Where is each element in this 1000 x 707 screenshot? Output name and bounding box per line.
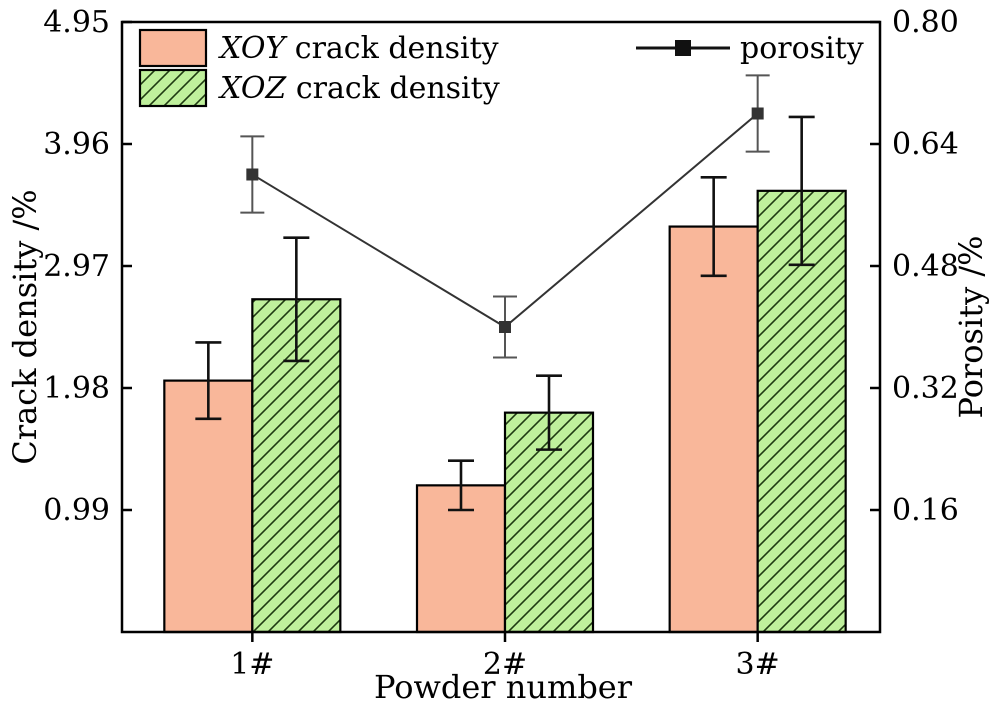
error-bar-xoy-2 <box>448 459 474 512</box>
legend-line-marker <box>675 40 691 56</box>
legend-label-2: XOZ crack density <box>218 71 500 106</box>
right-tick-label-1: 0.16 <box>892 493 959 528</box>
bars-layer <box>163 115 847 634</box>
error-bar-xoz-2 <box>536 374 562 451</box>
legend-item-2: XOZ crack density <box>138 68 500 108</box>
x-tick-label-2: 2# <box>483 647 527 682</box>
legend-label-italic: XOZ <box>218 71 287 106</box>
x-tick-label-1: 1# <box>230 647 274 682</box>
porosity-point-2 <box>499 321 511 333</box>
y-axis-right-title: Porosity /% <box>952 235 990 418</box>
bar-xoy-1 <box>163 379 254 634</box>
right-tick-label-3: 0.48 <box>892 249 959 284</box>
right-tick-label-2: 0.32 <box>892 371 959 406</box>
legend-swatch-2 <box>138 68 208 108</box>
legend-label-text: crack density <box>286 71 499 106</box>
left-tick-label-4: 3.96 <box>43 127 110 162</box>
plot-frame <box>120 20 882 634</box>
porosity-line-layer <box>240 74 770 359</box>
left-tick-label-2: 1.98 <box>43 371 110 406</box>
ticks-layer: 0.99 1.98 2.97 3.96 4.95 0.16 0.32 0.48 0.64 0.80… <box>43 5 959 682</box>
legend-label-porosity: porosity <box>740 31 864 66</box>
bar-xoy-3 <box>668 225 759 634</box>
error-bar-xoy-1 <box>195 341 222 421</box>
error-bar-xoz-1 <box>283 236 310 363</box>
left-tick-label-3: 2.97 <box>43 249 110 284</box>
left-tick-label-1: 0.99 <box>43 493 110 528</box>
legend-swatch-1 <box>138 28 208 68</box>
legend-label-italic: XOY <box>218 31 288 66</box>
porosity-point-3 <box>751 107 764 120</box>
x-tick-label-3: 3# <box>736 647 780 682</box>
legend-item-line-1: porosity <box>636 31 864 66</box>
legend-label-1: XOY crack density <box>218 31 499 66</box>
left-tick-label-5: 4.95 <box>43 5 110 40</box>
error-bar-xoy-3 <box>700 175 727 278</box>
right-tick-label-5: 0.80 <box>892 5 959 40</box>
error-bar-xoz-3 <box>788 115 815 267</box>
legend-item-1: XOY crack density <box>138 28 499 68</box>
x-axis-title: Powder number <box>374 668 633 706</box>
y-axis-left-title: Crack density /% <box>6 189 44 464</box>
porosity-point-1 <box>246 168 259 181</box>
right-tick-label-4: 0.64 <box>892 127 959 162</box>
legend-label-text: crack density <box>285 31 498 66</box>
